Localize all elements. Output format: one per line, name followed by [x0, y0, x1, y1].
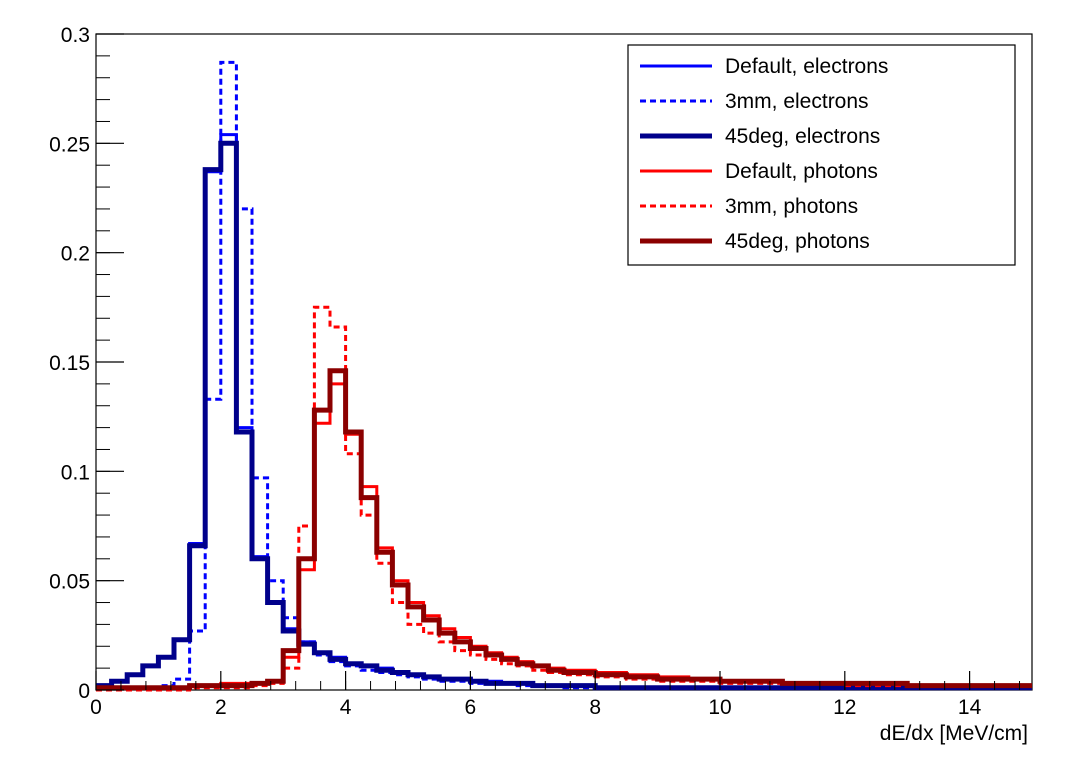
legend-label: 3mm, photons [725, 195, 858, 218]
y-tick-label: 0.2 [61, 243, 90, 266]
series-layer [96, 60, 1034, 692]
axis-layer: 0 2 4 6 8 10 12 14 0 0.05 0.1 0.15 0.2 0.25 0.3 [49, 24, 1021, 719]
x-tick-label: 10 [708, 696, 731, 719]
y-tick-label: 0.25 [49, 133, 90, 156]
series-line [96, 140, 1032, 691]
x-tick-label: 4 [340, 696, 352, 719]
legend-label: 45deg, electrons [725, 125, 880, 148]
x-tick-label: 14 [958, 696, 982, 719]
x-tick-label: 2 [215, 696, 227, 719]
x-tick-label: 6 [465, 696, 477, 719]
legend-label: Default, photons [725, 160, 878, 183]
y-tick-label: 0.3 [61, 24, 90, 47]
legend: Default, electrons 3mm, electrons 45deg, e… [627, 44, 1016, 266]
x-tick-label: 0 [90, 696, 102, 719]
y-tick-label: 0.15 [49, 352, 90, 375]
y-tick-label: 0.05 [49, 571, 90, 594]
y-tick-label: 0 [78, 680, 90, 703]
y-tick-label: 0.1 [61, 461, 90, 484]
legend-label: 45deg, photons [725, 230, 870, 253]
series-line [96, 368, 1032, 691]
legend-label: Default, electrons [725, 55, 888, 78]
x-tick-label: 12 [833, 696, 856, 719]
legend-label: 3mm, electrons [725, 90, 869, 113]
legend-box [627, 44, 1016, 266]
x-tick-label: 8 [589, 696, 601, 719]
x-axis-title: dE/dx [MeV/cm] [880, 722, 1028, 745]
